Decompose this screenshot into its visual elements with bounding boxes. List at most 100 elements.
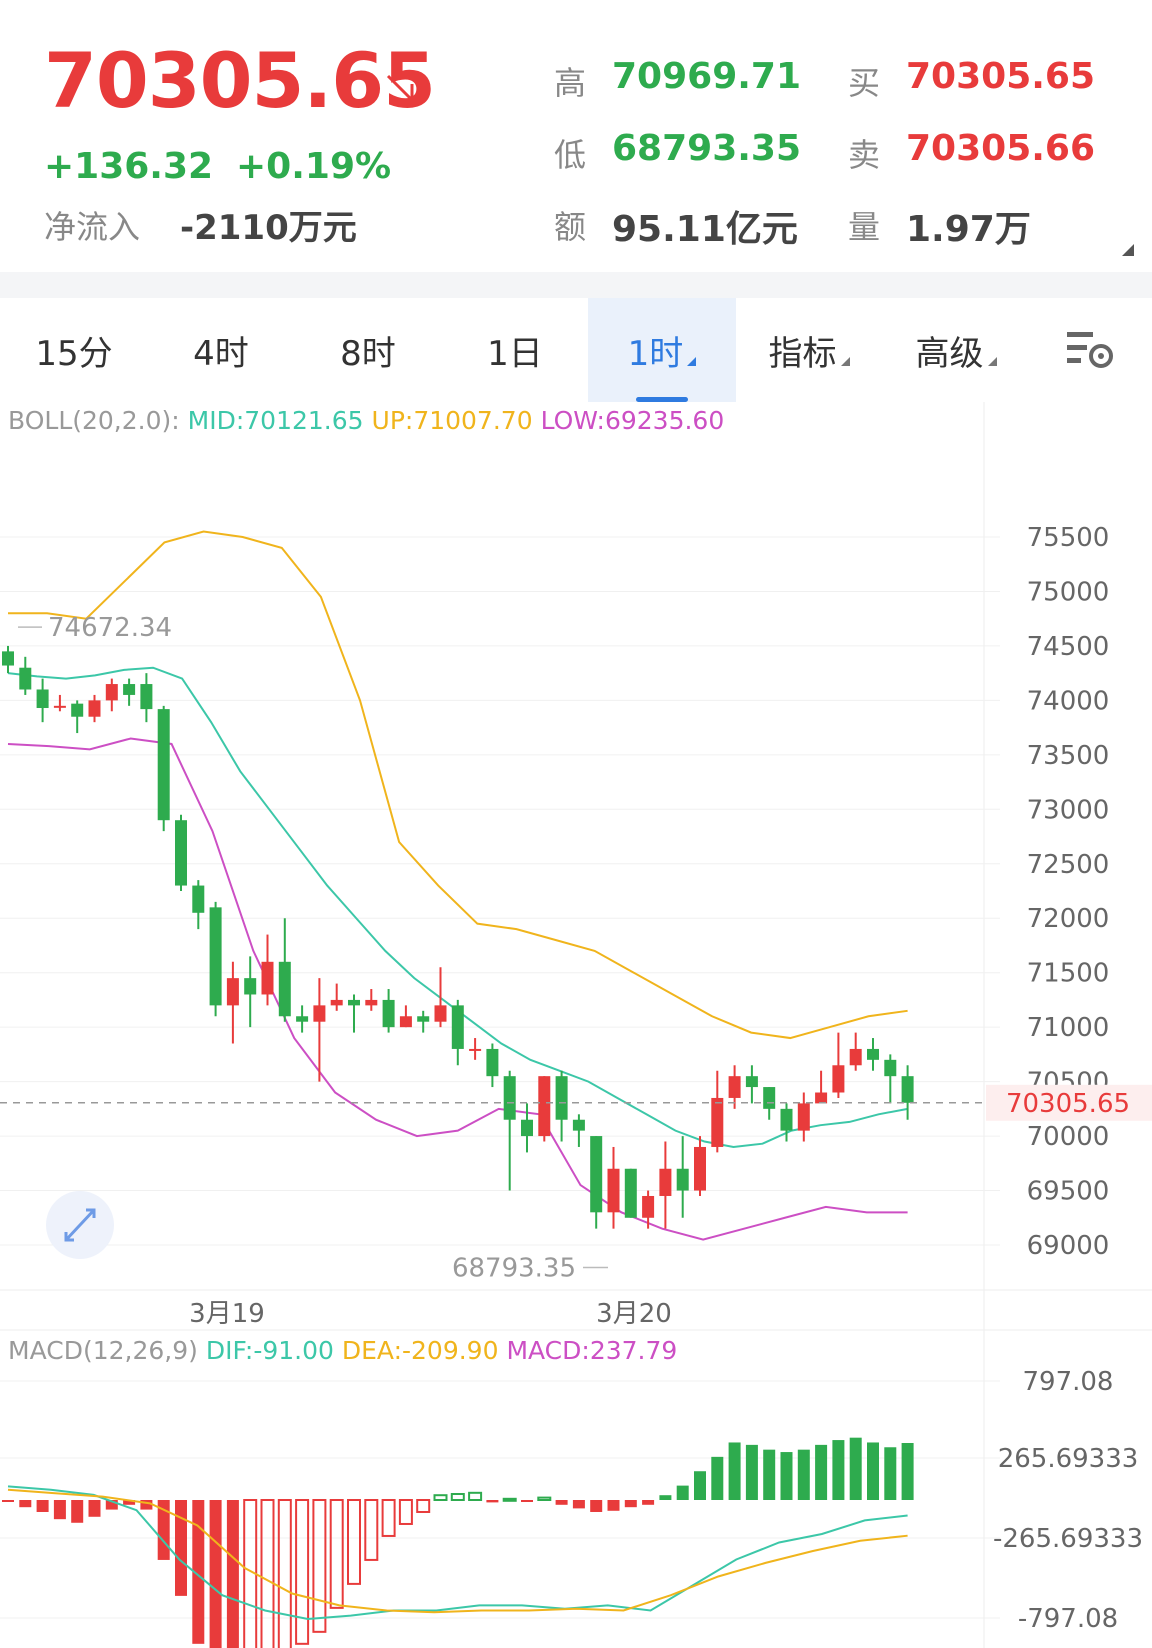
quote-header: 70305.65 +136.32 +0.19% 净流入 -2110万元 高 70… <box>0 0 1152 272</box>
macd-histogram-bar <box>849 1437 862 1500</box>
expand-corner-icon[interactable] <box>1122 244 1134 256</box>
tab-1h[interactable]: 1时 <box>588 298 736 402</box>
candle-body <box>157 709 170 821</box>
candle-body <box>624 1168 637 1218</box>
macd-histogram-bar <box>209 1500 222 1648</box>
tab-indicators[interactable]: 指标 <box>735 298 883 402</box>
active-tab-indicator <box>636 397 688 402</box>
candle-body <box>348 999 360 1006</box>
macd-histogram-bar <box>521 1500 533 1502</box>
candle-body <box>451 1005 464 1049</box>
down-arrow-icon <box>386 74 414 102</box>
candle-body <box>209 907 222 1006</box>
max-price-label: 74672.34 <box>48 613 172 643</box>
chart-settings-icon <box>1067 332 1113 368</box>
candle-body <box>469 1048 482 1051</box>
candle-body <box>382 999 395 1028</box>
tab-15min[interactable]: 15分 <box>35 333 113 374</box>
candle-body <box>486 1048 499 1077</box>
sell-value: 70305.66 <box>906 128 1096 169</box>
current-price: 70305.65 <box>44 36 436 125</box>
macd-histogram-bar <box>53 1500 66 1520</box>
tab-advanced[interactable]: 高级 <box>882 298 1030 402</box>
candle-body <box>832 1065 845 1093</box>
net-inflow-label: 净流入 <box>44 208 141 246</box>
high-label: 高 <box>554 64 587 102</box>
candle-body <box>105 684 118 701</box>
macd-histogram-bar <box>277 1499 292 1648</box>
macd-histogram-bar <box>590 1500 603 1512</box>
buy-value: 70305.65 <box>906 56 1096 97</box>
candle-body <box>365 999 378 1006</box>
macd-histogram-bar <box>364 1499 379 1561</box>
price-axis-label: 73000 <box>1027 795 1110 825</box>
candle-body <box>780 1108 793 1131</box>
macd-histogram-bar <box>676 1485 689 1500</box>
macd-histogram-bar <box>2 1500 14 1502</box>
macd-histogram-bar <box>416 1499 431 1513</box>
price-axis-label: 72500 <box>1027 850 1110 880</box>
macd-histogram-bar <box>381 1499 396 1537</box>
boll-legend: BOLL(20,2.0): MID:70121.65 UP:71007.70 L… <box>8 406 725 435</box>
volume-label: 量 <box>848 208 881 246</box>
candle-body <box>867 1048 879 1060</box>
low-value: 68793.35 <box>612 128 802 169</box>
candle-body <box>296 1016 309 1022</box>
macd-histogram-bar <box>659 1495 672 1500</box>
tab-8h[interactable]: 8时 <box>340 333 396 374</box>
macd-histogram-bar <box>71 1500 84 1523</box>
candle-body <box>555 1076 568 1120</box>
candle-body <box>313 1005 326 1022</box>
macd-histogram-bar <box>763 1449 776 1500</box>
candle-body <box>123 684 136 695</box>
candle-body <box>19 667 32 690</box>
candle-body <box>88 700 101 717</box>
macd-histogram-bar <box>711 1456 724 1500</box>
candle-body <box>815 1092 828 1104</box>
macd-histogram-bar <box>243 1499 258 1648</box>
macd-axis-label: 265.69333 <box>998 1444 1139 1474</box>
price-axis-label: 71000 <box>1027 1013 1110 1043</box>
candle-body <box>590 1136 603 1213</box>
price-axis-label: 74500 <box>1027 632 1110 662</box>
macd-histogram-bar <box>88 1500 101 1517</box>
candle-body <box>399 1016 412 1028</box>
macd-histogram-bar <box>486 1500 499 1503</box>
amount-label: 额 <box>554 208 587 246</box>
macd-histogram-bar <box>572 1500 585 1509</box>
candle-body <box>797 1103 810 1131</box>
tab-4h[interactable]: 4时 <box>193 333 249 374</box>
macd-histogram-bar <box>694 1471 706 1500</box>
candle-body <box>330 999 343 1006</box>
macd-histogram-bar <box>19 1500 32 1508</box>
price-axis-label: 74000 <box>1027 686 1110 716</box>
current-price-tag-label: 70305.65 <box>1006 1089 1130 1119</box>
macd-histogram-bar <box>433 1494 448 1501</box>
macd-histogram-bar <box>398 1499 413 1525</box>
candle-body <box>642 1195 655 1218</box>
boll-upper-line <box>8 530 908 1040</box>
macd-histogram-bar <box>123 1500 136 1505</box>
macd-histogram-bar <box>537 1496 552 1501</box>
candle-body <box>2 651 14 666</box>
candle-body <box>728 1076 741 1098</box>
macd-histogram-bar <box>728 1442 741 1500</box>
price-axis-label: 71500 <box>1027 959 1110 989</box>
tab-1d[interactable]: 1日 <box>487 333 543 374</box>
candle-body <box>745 1076 758 1088</box>
section-divider <box>0 272 1152 298</box>
candle-body <box>417 1016 430 1022</box>
macd-axis-label: -797.08 <box>1018 1604 1118 1634</box>
macd-legend: MACD(12,26,9) DIF:-91.00 DEA:-209.90 MAC… <box>8 1336 678 1365</box>
macd-histogram-bar <box>192 1500 205 1644</box>
candle-body <box>676 1168 689 1191</box>
price-axis-label: 70000 <box>1027 1122 1110 1152</box>
price-axis-label: 75000 <box>1027 577 1110 607</box>
candle-body <box>849 1048 862 1066</box>
macd-histogram-bar <box>175 1500 187 1596</box>
fullscreen-icon <box>64 1208 96 1242</box>
macd-histogram-bar <box>312 1499 327 1633</box>
volume-value: 1.97万 <box>906 209 1031 250</box>
chart-settings-button[interactable] <box>1030 298 1152 402</box>
